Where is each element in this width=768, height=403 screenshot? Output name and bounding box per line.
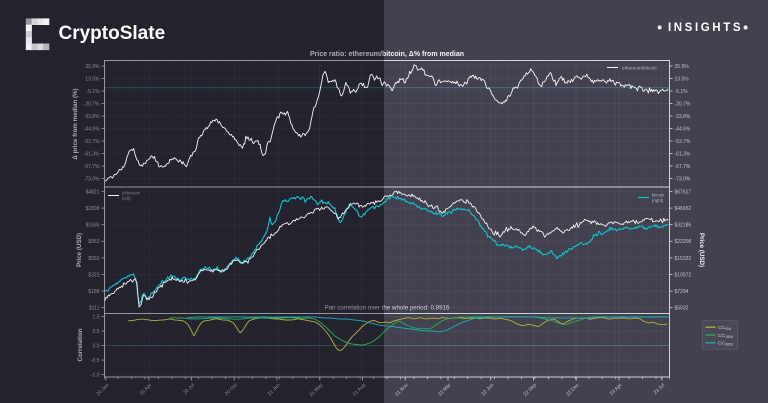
svg-text:$15322: $15322: [675, 256, 692, 262]
svg-text:-61.3%: -61.3%: [675, 151, 691, 157]
svg-text:-44.6%: -44.6%: [675, 126, 691, 132]
svg-text:-0.5: -0.5: [91, 358, 100, 364]
svg-text:20 Apr: 20 Apr: [139, 382, 154, 397]
svg-text:20 Oct: 20 Oct: [224, 382, 239, 397]
svg-text:$7294: $7294: [675, 289, 689, 295]
svg-text:0.5: 0.5: [93, 329, 100, 335]
svg-text:-33.8%: -33.8%: [675, 114, 691, 120]
svg-text:CC90d: CC90d: [718, 325, 731, 331]
svg-text:Price ratio: ethereum/bitcoin,: Price ratio: ethereum/bitcoin, Δ% from m…: [310, 51, 464, 58]
svg-text:-73.0%: -73.0%: [84, 176, 100, 182]
svg-text:-73.0%: -73.0%: [675, 176, 691, 182]
svg-text:21 Aug: 21 Aug: [352, 382, 367, 397]
svg-text:$10572: $10572: [675, 272, 692, 278]
svg-text:-53.7%: -53.7%: [84, 139, 100, 145]
svg-text:22 Jun: 22 Jun: [480, 382, 495, 397]
svg-text:21 May: 21 May: [308, 382, 324, 398]
svg-text:21 Jan: 21 Jan: [267, 382, 282, 397]
svg-text:35.9%: 35.9%: [85, 64, 100, 70]
svg-text:ethereum: ethereum: [122, 190, 141, 195]
svg-text:(right): (right): [652, 198, 664, 203]
svg-text:-5.1%: -5.1%: [675, 89, 689, 95]
svg-text:13.5%: 13.5%: [85, 76, 100, 82]
svg-text:$4821: $4821: [86, 189, 100, 195]
svg-text:(left): (left): [122, 196, 131, 201]
svg-text:-53.7%: -53.7%: [675, 139, 691, 145]
svg-text:$323: $323: [88, 272, 99, 278]
svg-text:$1636: $1636: [86, 223, 100, 229]
svg-text:-61.3%: -61.3%: [84, 151, 100, 157]
svg-text:$22208: $22208: [675, 239, 692, 245]
svg-text:23 Apr: 23 Apr: [609, 382, 624, 397]
svg-text:Price (USD): Price (USD): [76, 233, 83, 267]
svg-text:$555: $555: [88, 256, 99, 262]
svg-text:$2808: $2808: [86, 206, 100, 212]
svg-text:22 Mar: 22 Mar: [437, 382, 452, 397]
svg-text:$5032: $5032: [675, 306, 689, 312]
svg-text:$46652: $46652: [675, 206, 692, 212]
svg-text:CC365d: CC365d: [718, 341, 733, 347]
svg-text:-5.1%: -5.1%: [86, 89, 100, 95]
svg-text:20 Jul: 20 Jul: [182, 382, 196, 396]
svg-text:21 Nov: 21 Nov: [394, 382, 410, 398]
svg-text:-1.0: -1.0: [91, 373, 100, 379]
svg-text:-67.7%: -67.7%: [675, 164, 691, 170]
svg-text:20 Jan: 20 Jan: [96, 382, 111, 397]
svg-text:ethereum/bitcoin: ethereum/bitcoin: [622, 65, 657, 70]
svg-text:-20.7%: -20.7%: [84, 101, 100, 107]
svg-text:$188: $188: [88, 289, 99, 295]
svg-text:23 Jul: 23 Jul: [653, 382, 667, 396]
svg-text:22 Sep: 22 Sep: [522, 382, 538, 398]
svg-text:$67617: $67617: [675, 189, 692, 195]
svg-text:Correlation: Correlation: [77, 328, 84, 361]
svg-text:Price ratio: ethereum/bitcoin,: Price ratio: ethereum/bitcoin, Δ% from m…: [310, 51, 464, 58]
svg-text:-44.6%: -44.6%: [84, 126, 100, 132]
svg-text:Pair correlation over the whol: Pair correlation over the whole period: …: [325, 305, 450, 312]
svg-text:35.9%: 35.9%: [675, 64, 690, 70]
svg-text:-33.8%: -33.8%: [84, 114, 100, 120]
svg-text:Δ price from median (%): Δ price from median (%): [72, 88, 79, 159]
svg-text:0.0: 0.0: [93, 344, 100, 350]
svg-text:$953: $953: [88, 239, 99, 245]
svg-text:$111: $111: [89, 306, 100, 312]
svg-text:13.5%: 13.5%: [675, 76, 690, 82]
svg-text:CC180d: CC180d: [718, 333, 733, 339]
svg-text:bitcoin: bitcoin: [652, 192, 665, 197]
svg-text:-67.7%: -67.7%: [84, 164, 100, 170]
svg-text:-20.7%: -20.7%: [675, 101, 691, 107]
svg-text:$32186: $32186: [675, 223, 692, 229]
svg-text:22 Dec: 22 Dec: [565, 382, 581, 398]
svg-text:Pair correlation over the whol: Pair correlation over the whole period: …: [325, 305, 450, 312]
svg-text:1.0: 1.0: [93, 315, 100, 321]
svg-text:Price (USD): Price (USD): [698, 233, 705, 267]
